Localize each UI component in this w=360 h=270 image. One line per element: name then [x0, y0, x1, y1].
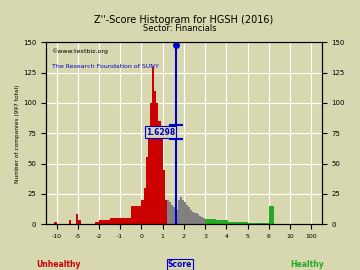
Bar — [248, 223, 254, 224]
Bar — [175, 210, 177, 224]
Title: Z''-Score Histogram for HGSH (2016): Z''-Score Histogram for HGSH (2016) — [94, 15, 274, 25]
Bar — [182, 200, 184, 224]
Bar — [194, 213, 197, 224]
Bar — [224, 220, 229, 224]
Bar — [150, 103, 152, 224]
Bar — [95, 222, 99, 224]
Bar — [110, 218, 120, 224]
Bar — [177, 200, 180, 224]
Bar — [229, 222, 233, 224]
Bar — [197, 214, 199, 224]
Bar — [207, 219, 210, 224]
Bar — [169, 202, 171, 224]
Bar — [192, 212, 194, 224]
Bar — [201, 217, 203, 224]
Bar — [54, 222, 57, 224]
Y-axis label: Number of companies (997 total): Number of companies (997 total) — [15, 84, 20, 183]
Bar — [186, 205, 188, 224]
Bar — [211, 219, 216, 224]
Bar — [146, 157, 148, 224]
Bar — [237, 222, 241, 224]
Bar — [99, 220, 110, 224]
Bar — [233, 222, 237, 224]
Bar — [190, 210, 192, 224]
Bar — [144, 188, 146, 224]
Bar — [269, 206, 274, 224]
Bar — [184, 202, 186, 224]
Text: ©www.textbiz.org: ©www.textbiz.org — [51, 48, 108, 53]
Text: Sector: Financials: Sector: Financials — [143, 24, 217, 33]
Bar — [131, 206, 141, 224]
Bar — [69, 220, 71, 224]
Text: The Research Foundation of SUNY: The Research Foundation of SUNY — [51, 64, 158, 69]
Text: 1.6298: 1.6298 — [146, 127, 175, 137]
Bar — [120, 218, 131, 224]
Text: Unhealthy: Unhealthy — [36, 260, 81, 269]
Bar — [173, 207, 175, 224]
Bar — [210, 219, 211, 224]
Bar — [78, 220, 81, 224]
Bar — [152, 67, 154, 224]
Bar — [167, 200, 169, 224]
Bar — [156, 103, 158, 224]
Bar — [161, 139, 163, 224]
Bar — [260, 223, 269, 224]
Bar — [216, 220, 220, 224]
Bar — [205, 219, 207, 224]
Bar — [148, 133, 150, 224]
Bar — [141, 200, 144, 224]
Bar — [158, 121, 161, 224]
Bar — [171, 205, 173, 224]
Bar — [220, 220, 224, 224]
Bar — [254, 223, 260, 224]
Text: Healthy: Healthy — [290, 260, 324, 269]
Bar — [163, 170, 165, 224]
Bar — [165, 200, 167, 224]
Bar — [203, 218, 205, 224]
Bar — [199, 216, 201, 224]
Bar — [188, 207, 190, 224]
Bar — [154, 91, 156, 224]
Bar — [241, 222, 248, 224]
Bar — [180, 197, 182, 224]
Bar — [76, 214, 78, 224]
Text: Score: Score — [168, 260, 192, 269]
